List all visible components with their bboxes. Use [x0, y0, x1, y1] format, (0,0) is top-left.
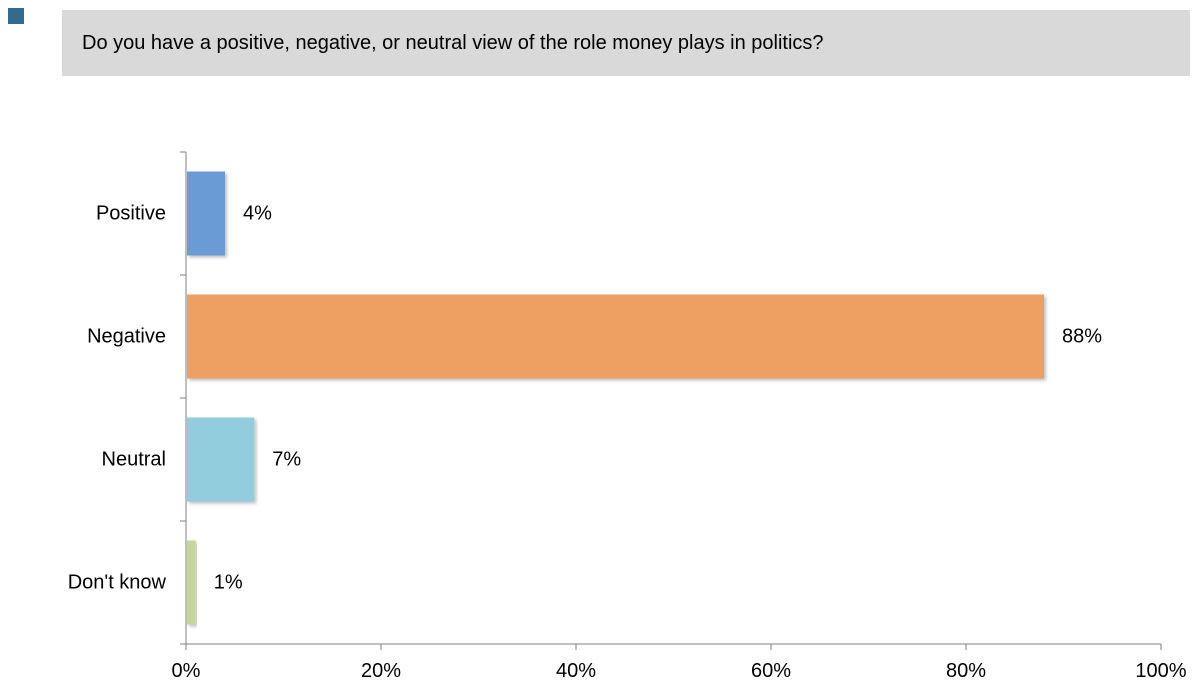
bar-positive [187, 171, 225, 256]
labels-layer: Positive 4% Negative 88% Neutral 7% Don't know… [68, 203, 1187, 683]
x-tick-label-0: 0% [172, 660, 201, 682]
bar-neutral [187, 417, 255, 502]
x-tick-label-20: 20% [361, 660, 401, 682]
x-tick-label-100: 100% [1135, 660, 1186, 682]
category-label-don-t-know: Don't know [68, 572, 167, 594]
value-label-neutral: 7% [272, 449, 301, 471]
axis-layer [180, 151, 1162, 650]
category-label-neutral: Neutral [102, 449, 166, 471]
question-banner: Do you have a positive, negative, or neu… [62, 10, 1190, 76]
x-tick-label-80: 80% [946, 660, 986, 682]
category-label-negative: Negative [87, 326, 166, 348]
bar-negative [187, 294, 1044, 379]
value-label-don-t-know: 1% [214, 572, 243, 594]
x-tick-label-40: 40% [556, 660, 596, 682]
bar-don-t-know [187, 540, 196, 625]
value-label-positive: 4% [243, 203, 272, 225]
corner-square [8, 8, 24, 24]
category-label-positive: Positive [96, 203, 166, 225]
bars-layer [187, 171, 1044, 625]
value-label-negative: 88% [1062, 326, 1102, 348]
question-text: Do you have a positive, negative, or neu… [82, 31, 824, 54]
x-tick-label-60: 60% [751, 660, 791, 682]
